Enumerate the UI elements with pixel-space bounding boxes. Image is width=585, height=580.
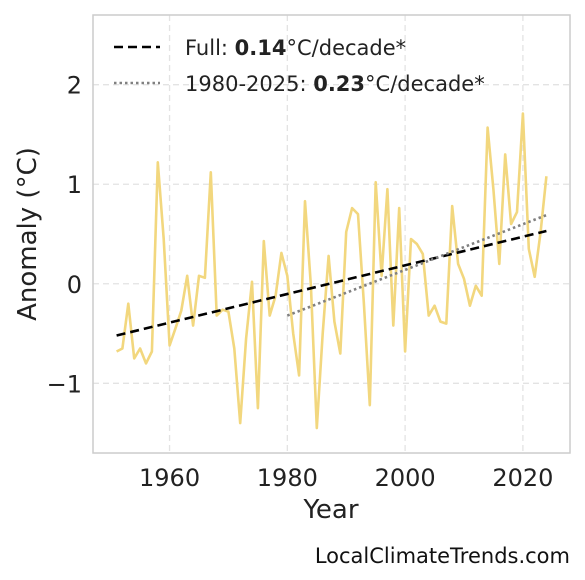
x-tick-label: 1960 xyxy=(139,464,200,492)
tick-labels: 1960 1980 2000 2020 −1 0 1 2 xyxy=(47,72,554,492)
series-layer xyxy=(116,112,548,430)
legend-full-value: 0.14 xyxy=(235,36,287,60)
trend-line-1980-2025 xyxy=(286,213,547,317)
plot-frame xyxy=(92,14,571,454)
legend-full-suffix: °C/decade* xyxy=(287,36,407,60)
y-tick-label: 1 xyxy=(67,171,82,199)
plot-background xyxy=(93,15,570,453)
x-tick-label: 1980 xyxy=(257,464,318,492)
legend-entry-full: Full: 0.14°C/decade* xyxy=(185,36,406,60)
legend-recent-suffix: °C/decade* xyxy=(365,72,485,96)
trend-line-full xyxy=(116,229,547,337)
legend-entry-recent: 1980-2025: 0.23°C/decade* xyxy=(185,72,485,96)
y-axis-label: Anomaly (°C) xyxy=(13,147,43,321)
legend-recent-prefix: 1980-2025: xyxy=(185,72,313,96)
grid-lines xyxy=(93,15,570,453)
y-tick-label: 0 xyxy=(67,271,82,299)
y-tick-label: −1 xyxy=(47,370,82,398)
legend: Full: 0.14°C/decade* 1980-2025: 0.23°C/d… xyxy=(114,36,485,96)
x-axis-label: Year xyxy=(302,495,358,525)
anomaly-series-line xyxy=(116,112,548,430)
legend-full-prefix: Full: xyxy=(185,36,235,60)
site-credit: LocalClimateTrends.com xyxy=(314,544,570,568)
y-tick-label: 2 xyxy=(67,72,82,100)
legend-recent-value: 0.23 xyxy=(313,72,365,96)
x-tick-label: 2000 xyxy=(375,464,436,492)
x-tick-label: 2020 xyxy=(492,464,553,492)
